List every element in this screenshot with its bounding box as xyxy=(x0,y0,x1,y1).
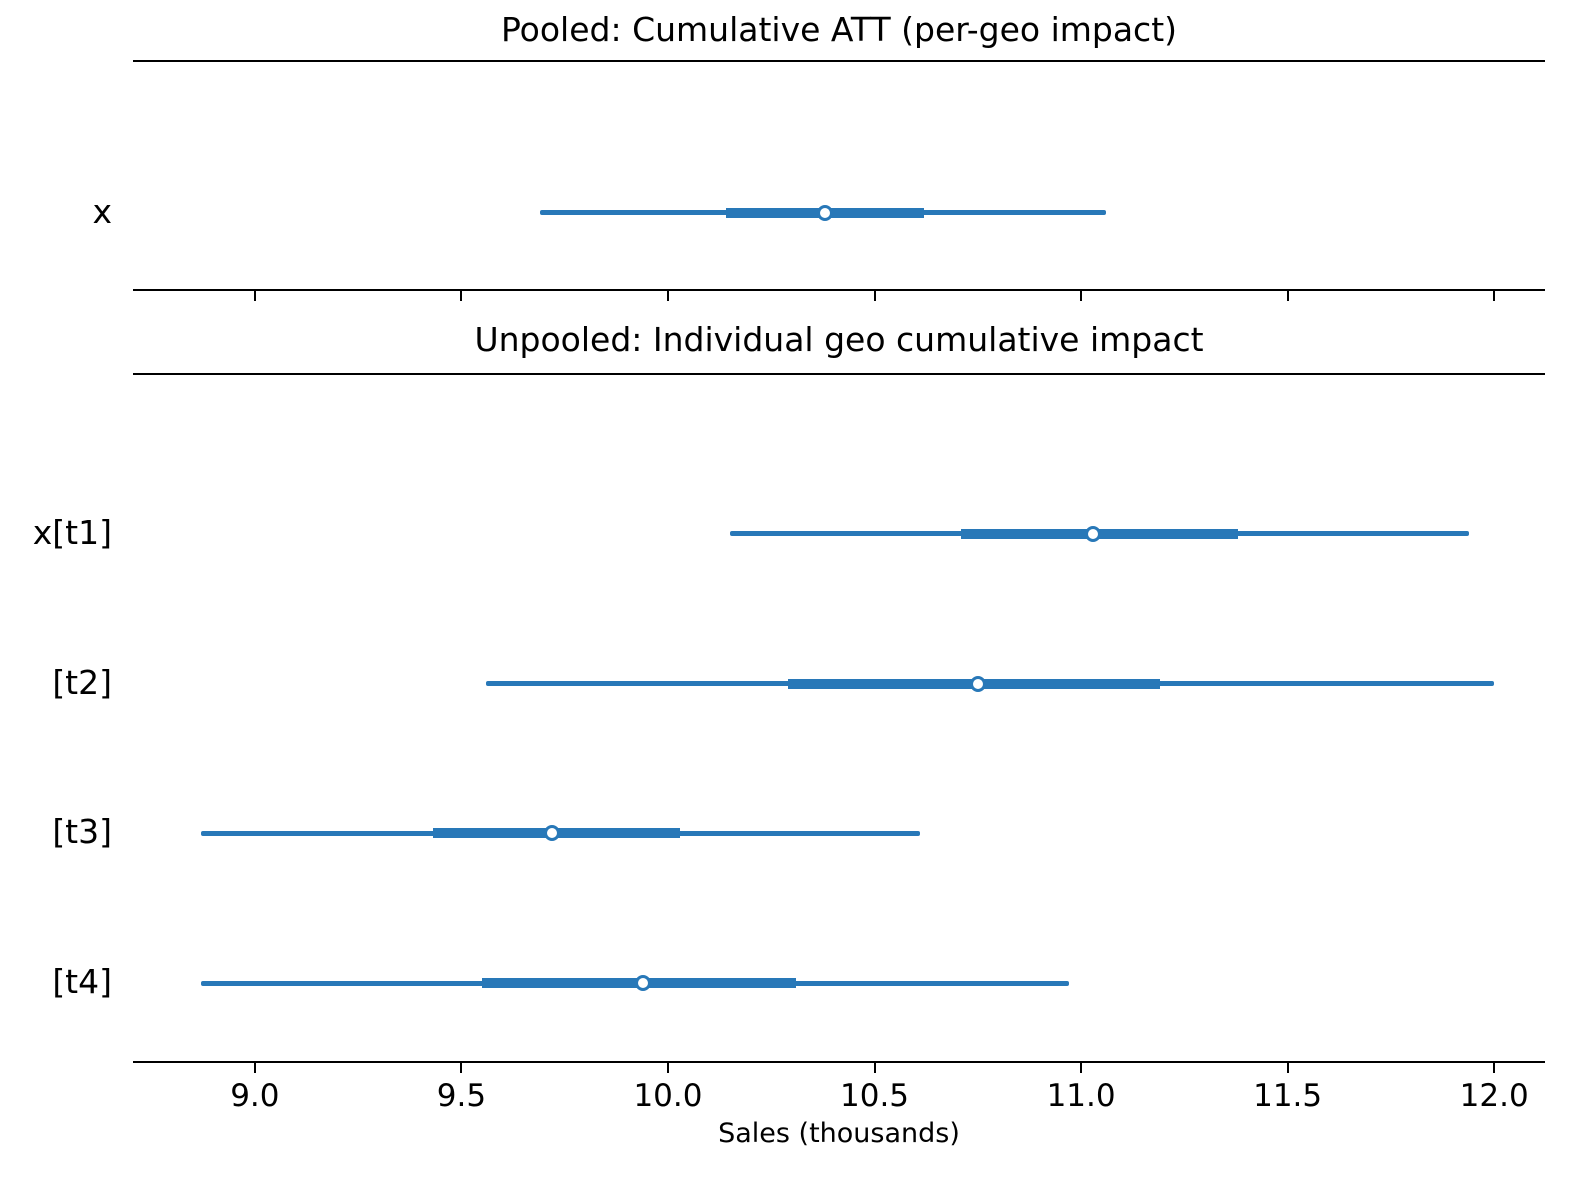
x-axis-tick xyxy=(1493,1063,1496,1073)
point-estimate-marker xyxy=(544,825,561,842)
unpooled-panel-title: Unpooled: Individual geo cumulative impa… xyxy=(474,320,1204,359)
x-axis-tick xyxy=(460,1063,463,1073)
x-axis-tick xyxy=(1286,1063,1289,1073)
x-axis-tick xyxy=(253,1063,256,1073)
unpooled-panel-axes xyxy=(133,373,1545,1063)
row-label: x[t1] xyxy=(32,512,112,552)
x-axis-tick xyxy=(1080,1063,1083,1073)
row-label: [t4] xyxy=(52,962,112,1002)
x-axis-tick xyxy=(1286,291,1289,301)
x-axis-tick xyxy=(666,291,669,301)
x-axis-tick-label: 12.0 xyxy=(1459,1078,1529,1114)
x-axis-label: Sales (thousands) xyxy=(718,1118,960,1149)
x-axis-tick-label: 11.5 xyxy=(1253,1078,1323,1114)
x-axis-tick xyxy=(253,291,256,301)
row-label: x xyxy=(92,191,112,231)
point-estimate-marker xyxy=(969,675,986,692)
point-estimate-marker xyxy=(1085,525,1102,542)
x-axis-tick xyxy=(873,1063,876,1073)
row-label: [t3] xyxy=(52,812,112,852)
x-axis-tick xyxy=(1080,291,1083,301)
row-label: [t2] xyxy=(52,662,112,702)
x-axis-tick xyxy=(1493,291,1496,301)
x-axis-tick xyxy=(460,291,463,301)
point-estimate-marker xyxy=(635,975,652,992)
x-axis-tick-label: 11.0 xyxy=(1046,1078,1116,1114)
x-axis-tick-label: 10.5 xyxy=(840,1078,910,1114)
x-axis-tick xyxy=(666,1063,669,1073)
pooled-panel-axes xyxy=(133,60,1545,291)
pooled-panel-title: Pooled: Cumulative ATT (per-geo impact) xyxy=(500,10,1178,49)
x-axis-tick-label: 9.0 xyxy=(230,1078,280,1114)
x-axis-tick-label: 9.5 xyxy=(436,1078,487,1114)
x-axis-tick-label: 10.0 xyxy=(633,1078,703,1114)
x-axis-tick xyxy=(873,291,876,301)
point-estimate-marker xyxy=(816,204,833,221)
